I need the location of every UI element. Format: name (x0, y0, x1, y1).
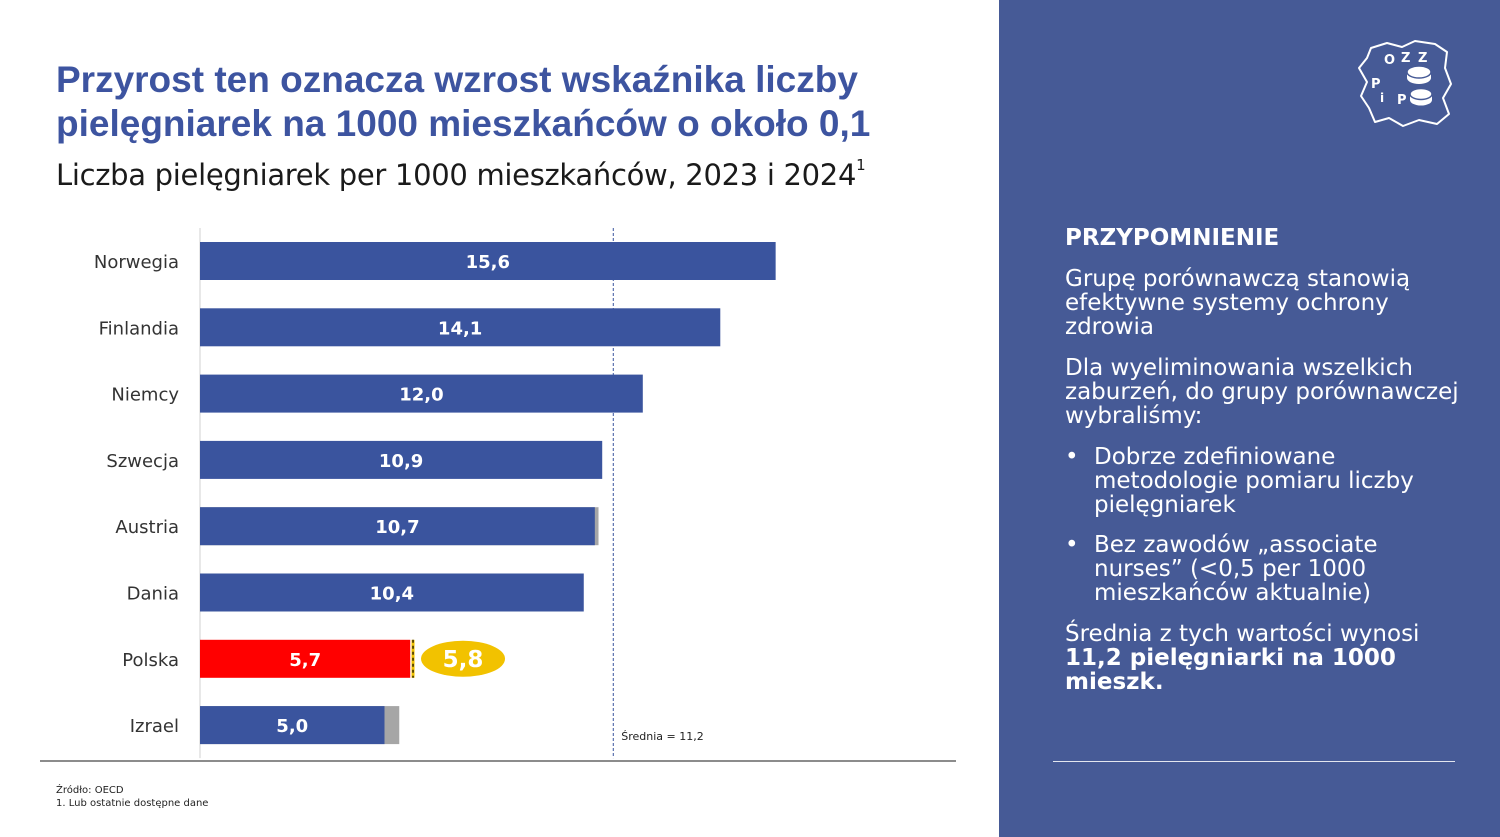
category-label: Norwegia (94, 252, 179, 273)
panel-divider (1053, 761, 1455, 762)
logo-letter: Z (1401, 51, 1410, 66)
logo-letter: P (1371, 77, 1381, 92)
value-label: 10,9 (379, 451, 423, 472)
chart-subtitle: Liczba pielęgniarek per 1000 mieszkańców… (56, 156, 866, 192)
reminder-panel: O Z Z P i P PRZYPOMNIENIE Grupę porównaw… (999, 0, 1500, 837)
chart-footnote: Źródło: OECD 1. Lub ostatnie dostępne da… (56, 784, 208, 810)
logo-letter: i (1380, 91, 1384, 105)
category-label: Dania (127, 584, 179, 605)
source-note: Źródło: OECD (56, 785, 124, 796)
reminder-paragraph: Grupę porównawczą stanowią efektywne sys… (1065, 266, 1411, 340)
value-label: 12,0 (399, 385, 443, 406)
data-note: 1. Lub ostatnie dostępne dane (56, 798, 209, 809)
criteria-text: Bez zawodów „associate nurses” (<0,5 per… (1094, 532, 1378, 606)
criteria-text: Dobrze zdefiniowane metodologie pomiaru … (1094, 444, 1414, 518)
value-label: 10,7 (375, 517, 419, 538)
category-label: Polska (122, 650, 179, 671)
category-label: Austria (115, 517, 179, 538)
value-label: 5,0 (276, 716, 308, 737)
bar (200, 706, 385, 745)
value-label: 5,7 (289, 650, 321, 671)
value-label: 14,1 (438, 318, 482, 339)
category-label: Izrael (130, 716, 179, 737)
bar (200, 308, 721, 347)
footnote-marker: 1 (856, 156, 866, 174)
reminder-paragraph: Dla wyeliminowania wszelkich zaburzeń, d… (1065, 355, 1459, 429)
bar (200, 374, 643, 413)
category-label: Szwecja (106, 451, 179, 472)
bar (200, 242, 776, 280)
bar (200, 507, 595, 546)
criteria-item: • Bez zawodów „associate nurses” (<0,5 pe… (1065, 533, 1465, 605)
callout-bubble (421, 640, 506, 677)
reminder-text: PRZYPOMNIENIE Grupę porównawczą stanowią… (1065, 226, 1465, 711)
logo-letter: Z (1418, 51, 1427, 66)
bullet-icon: • (1065, 444, 1079, 470)
category-label: Finlandia (99, 318, 179, 339)
callout-value: 5,8 (443, 647, 484, 673)
logo-letter: O (1384, 53, 1395, 68)
logo-letter: P (1397, 93, 1407, 108)
category-label: Niemcy (111, 385, 179, 406)
value-label: 10,4 (370, 584, 414, 605)
bar (200, 440, 603, 479)
chart-subtitle-text: Liczba pielęgniarek per 1000 mieszkańców… (56, 158, 857, 192)
bar-chart: Średnia = 11,2 Norwegia 15,6 Finlandia 14,1 N… (40, 228, 956, 762)
page-title: Przyrost ten oznacza wzrost wskaźnika li… (56, 59, 871, 144)
bullet-icon: • (1065, 532, 1079, 558)
average-summary: Średnia z tych wartości wynosi 11,2 piel… (1065, 622, 1465, 694)
criteria-item: • Dobrze zdefiniowane metodologie pomiaru… (1065, 445, 1465, 517)
average-summary-value: 11,2 pielęgniarki na 1000 mieszk. (1065, 645, 1396, 695)
criteria-list: • Dobrze zdefiniowane metodologie pomiaru… (1065, 445, 1465, 605)
highlight-bar (200, 639, 411, 678)
bar (200, 573, 584, 612)
average-summary-prefix: Średnia z tych wartości wynosi (1065, 621, 1420, 647)
reminder-heading: PRZYPOMNIENIE (1065, 225, 1280, 251)
value-label: 15,6 (466, 252, 510, 273)
ozzpip-logo-icon: O Z Z P i P (1358, 40, 1452, 127)
average-label: Średnia = 11,2 (621, 730, 703, 743)
